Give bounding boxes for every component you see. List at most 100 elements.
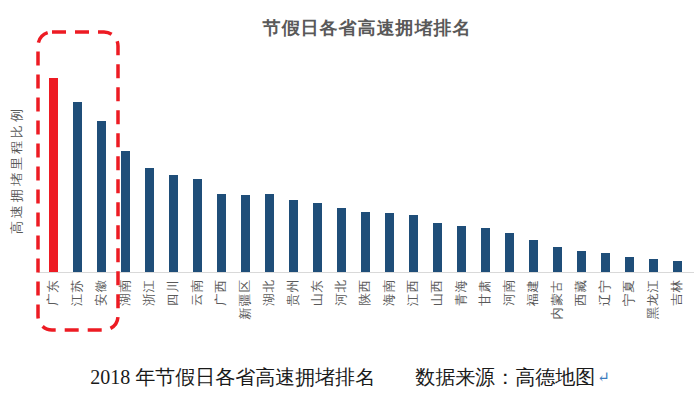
bar: [529, 240, 538, 272]
x-label-cell: 广东: [41, 279, 65, 343]
x-label-cell: 江苏: [65, 279, 89, 343]
figure-caption: 2018 年节假日各省高速拥堵排名 数据来源：高德地图↵: [0, 364, 700, 391]
bar: [265, 194, 274, 272]
x-label-cell: 黑龙江: [641, 279, 665, 343]
x-axis-tick-label: 海南: [382, 279, 396, 306]
x-axis-tick-label: 湖北: [262, 279, 276, 306]
x-label-cell: 云南: [185, 279, 209, 343]
x-axis-tick-label: 河北: [334, 279, 348, 306]
bar: [361, 212, 370, 272]
x-label-cell: 宁夏: [617, 279, 641, 343]
x-label-cell: 海南: [377, 279, 401, 343]
x-axis-tick-label: 河南: [502, 279, 516, 306]
x-axis-tick-label: 西藏: [574, 279, 588, 306]
bar: [241, 195, 250, 272]
x-axis-tick-label: 四川: [166, 279, 180, 306]
x-axis-tick-label: 甘肃: [478, 279, 492, 306]
bar: [409, 215, 418, 272]
bar: [313, 203, 322, 272]
x-axis-tick-label: 内蒙古: [550, 279, 564, 320]
bar: [457, 226, 466, 272]
bar-cell: [137, 76, 161, 272]
bar-cell: [641, 76, 665, 272]
x-label-cell: 甘肃: [473, 279, 497, 343]
bar-cell: [521, 76, 545, 272]
x-label-cell: 山西: [425, 279, 449, 343]
x-label-cell: 辽宁: [593, 279, 617, 343]
x-axis-tick-label: 山东: [310, 279, 324, 306]
x-axis-tick-label: 浙江: [142, 279, 156, 306]
bar-cell: [233, 76, 257, 272]
x-axis-tick-label: 青海: [454, 279, 468, 306]
bar-cell: [401, 76, 425, 272]
bar: [481, 228, 490, 272]
bar-plot: [41, 76, 689, 272]
paragraph-mark-icon: ↵: [597, 369, 610, 385]
x-axis-tick-label: 江西: [406, 279, 420, 306]
bar-cell: [353, 76, 377, 272]
bar: [601, 253, 610, 272]
x-label-cell: 湖北: [257, 279, 281, 343]
bar-cell: [617, 76, 641, 272]
bar-highlighted: [49, 78, 58, 272]
x-axis-line: [38, 272, 694, 273]
chart-figure: 节假日各省高速拥堵排名 高速拥堵里程比例 广东江苏安徽湖南浙江四川云南广西新疆区…: [0, 0, 700, 402]
x-label-cell: 福建: [521, 279, 545, 343]
x-axis-tick-label: 云南: [190, 279, 204, 306]
x-axis-tick-label: 湖南: [118, 279, 132, 306]
y-axis-label: 高速拥堵里程比例: [8, 106, 26, 234]
x-axis-tick-label: 贵州: [286, 279, 300, 306]
bar-cell: [281, 76, 305, 272]
x-axis-labels: 广东江苏安徽湖南浙江四川云南广西新疆区湖北贵州山东河北陕西海南江西山西青海甘肃河…: [41, 279, 689, 343]
bar-cell: [569, 76, 593, 272]
bar-cell: [257, 76, 281, 272]
bar-cell: [65, 76, 89, 272]
x-label-cell: 陕西: [353, 279, 377, 343]
bar-cell: [449, 76, 473, 272]
x-axis-tick-label: 广东: [46, 279, 60, 306]
bar: [385, 213, 394, 272]
bar: [217, 194, 226, 272]
bar: [433, 223, 442, 272]
x-label-cell: 内蒙古: [545, 279, 569, 343]
bar: [289, 200, 298, 272]
bar: [193, 179, 202, 272]
bar-cell: [209, 76, 233, 272]
x-axis-tick-label: 黑龙江: [646, 279, 660, 320]
x-label-cell: 浙江: [137, 279, 161, 343]
bar-cell: [185, 76, 209, 272]
bar: [649, 259, 658, 272]
bar: [97, 121, 106, 272]
bar-cell: [593, 76, 617, 272]
bar-cell: [161, 76, 185, 272]
bar-cell: [665, 76, 689, 272]
x-label-cell: 山东: [305, 279, 329, 343]
bar-cell: [497, 76, 521, 272]
bar: [73, 102, 82, 272]
x-label-cell: 广西: [209, 279, 233, 343]
bar-cell: [41, 76, 65, 272]
bar-cell: [425, 76, 449, 272]
bar: [169, 175, 178, 272]
bar: [337, 208, 346, 272]
caption-text: 2018 年节假日各省高速拥堵排名 数据来源：高德地图: [90, 366, 595, 388]
bar: [625, 257, 634, 272]
x-label-cell: 江西: [401, 279, 425, 343]
x-axis-tick-label: 吉林: [670, 279, 684, 306]
bar-cell: [113, 76, 137, 272]
bar: [121, 151, 130, 272]
bar-cell: [473, 76, 497, 272]
bar-cell: [305, 76, 329, 272]
x-axis-tick-label: 新疆区: [238, 279, 252, 320]
chart-title: 节假日各省高速拥堵排名: [40, 16, 694, 40]
x-axis-tick-label: 安徽: [94, 279, 108, 306]
x-label-cell: 贵州: [281, 279, 305, 343]
x-axis-tick-label: 福建: [526, 279, 540, 306]
x-axis-tick-label: 山西: [430, 279, 444, 306]
x-label-cell: 青海: [449, 279, 473, 343]
bar: [553, 247, 562, 272]
x-axis-tick-label: 江苏: [70, 279, 84, 306]
bar: [145, 168, 154, 272]
x-label-cell: 安徽: [89, 279, 113, 343]
x-label-cell: 吉林: [665, 279, 689, 343]
